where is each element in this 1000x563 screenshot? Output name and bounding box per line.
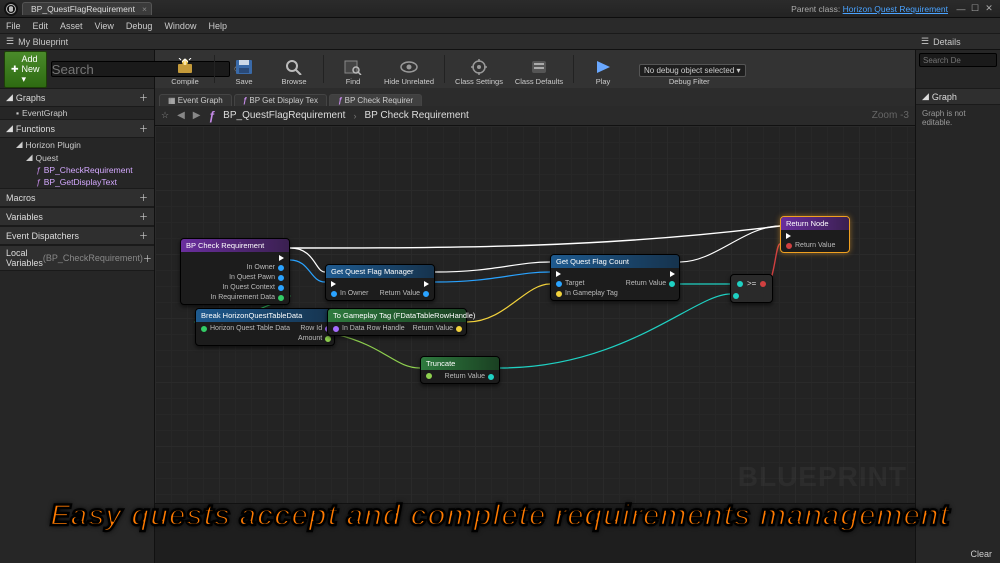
breadcrumb: ☆ ◀ ▶ ƒ BP_QuestFlagRequirement › BP Che… [155,106,915,126]
details-panel-title: ☰ Details [915,34,1000,50]
parent-class-label: Parent class: Horizon Quest Requirement [791,4,948,14]
section-graphs[interactable]: ◢Graphs＋ [0,88,154,107]
section-macros[interactable]: Macros＋ [0,188,154,207]
details-panel: ◢ Graph Graph is not editable. [915,88,1000,563]
crumb-leaf[interactable]: BP Check Requirement [364,110,468,121]
node-togt[interactable]: To Gameplay Tag (FDataTableRowHandle)In … [327,308,467,336]
section-locals[interactable]: Local Variables (BP_CheckRequirement)＋ [0,245,154,271]
menubar: File Edit Asset View Debug Window Help [0,18,1000,34]
tree-eventgraph[interactable]: ▪ EventGraph [0,107,154,119]
add-new-button[interactable]: ✚Add New ▾ [4,51,47,88]
save-button[interactable]: Save [220,52,268,86]
class-settings-button[interactable]: Class Settings [450,52,508,86]
node-getcnt[interactable]: Get Quest Flag CountTargetIn Gameplay Ta… [550,254,680,301]
graph-readonly-msg: Graph is not editable. [916,105,1000,131]
hide-unrelated-button[interactable]: Hide Unrelated [379,52,439,86]
zoom-label: Zoom -3 [872,110,909,121]
graph-editor: ▦ Event Graph BP Get Display Tex BP Chec… [155,88,915,563]
graph-canvas[interactable]: BLUEPRINT BP Check RequirementIn OwnerIn… [155,126,915,503]
class-defaults-button[interactable]: Class Defaults [510,52,568,86]
play-button[interactable]: Play [579,52,627,86]
menu-asset[interactable]: Asset [60,21,83,31]
node-entry[interactable]: BP Check RequirementIn OwnerIn Quest Paw… [180,238,290,305]
my-blueprint-panel: ◢Graphs＋ ▪ EventGraph ◢Functions＋ ◢ Hori… [0,88,155,563]
menu-window[interactable]: Window [164,21,196,31]
favorite-icon[interactable]: ☆ [161,110,169,121]
menu-debug[interactable]: Debug [126,21,153,31]
ue-logo-icon [4,2,18,16]
crumb-root[interactable]: BP_QuestFlagRequirement [223,110,345,121]
tree-quest[interactable]: ◢ Quest [0,151,154,164]
node-trunc[interactable]: TruncateReturn Value [420,356,500,384]
debug-filter-label: Debug Filter [633,77,746,86]
section-functions[interactable]: ◢Functions＋ [0,119,154,138]
nav-fwd-icon[interactable]: ▶ [193,110,201,121]
node-break[interactable]: Break HorizonQuestTableDataHorizon Quest… [195,308,335,346]
menu-file[interactable]: File [6,21,21,31]
section-dispatchers[interactable]: Event Dispatchers＋ [0,226,154,245]
tab-check-req[interactable]: BP Check Requirer [329,94,422,106]
tree-fn-display[interactable]: ƒ BP_GetDisplayText [0,176,154,188]
debug-object-combo[interactable]: No debug object selected ▾ [639,64,746,77]
close-button[interactable]: ✕ [982,3,996,14]
graph-tabs: ▦ Event Graph BP Get Display Tex BP Chec… [155,88,915,106]
watermark: BLUEPRINT [738,461,907,493]
clear-button[interactable]: Clear [970,549,992,559]
tree-fn-check[interactable]: ƒ BP_CheckRequirement [0,164,154,176]
details-search[interactable] [919,53,997,67]
function-icon: ƒ [208,109,215,123]
section-graph-details[interactable]: ◢ Graph [916,88,1000,105]
node-ret[interactable]: Return NodeReturn Value [780,216,850,253]
tree-horizon[interactable]: ◢ Horizon Plugin [0,138,154,151]
section-variables[interactable]: Variables＋ [0,207,154,226]
menu-help[interactable]: Help [208,21,227,31]
toolbar: ✚Add New ▾ 👁 Compile Save Browse Find Hi… [0,50,1000,88]
tab-event-graph[interactable]: ▦ Event Graph [159,94,232,106]
find-button[interactable]: Find [329,52,377,86]
menu-edit[interactable]: Edit [33,21,49,31]
node-getmgr[interactable]: Get Quest Flag ManagerIn OwnerReturn Val… [325,264,435,301]
maximize-button[interactable]: ☐ [968,3,982,14]
bottom-panel [155,503,915,563]
node-ge[interactable]: >= [730,274,773,303]
tab-get-display[interactable]: BP Get Display Tex [234,94,327,106]
compile-button[interactable]: Compile [161,52,209,86]
titlebar: BP_QuestFlagRequirement Parent class: Ho… [0,0,1000,18]
menu-view[interactable]: View [95,21,114,31]
minimize-button[interactable]: — [954,4,968,14]
parent-class-link[interactable]: Horizon Quest Requirement [843,4,948,14]
document-tab[interactable]: BP_QuestFlagRequirement [22,2,152,15]
my-blueprint-panel-title: ☰ My Blueprint [0,34,155,50]
browse-button[interactable]: Browse [270,52,318,86]
nav-back-icon[interactable]: ◀ [177,110,185,121]
